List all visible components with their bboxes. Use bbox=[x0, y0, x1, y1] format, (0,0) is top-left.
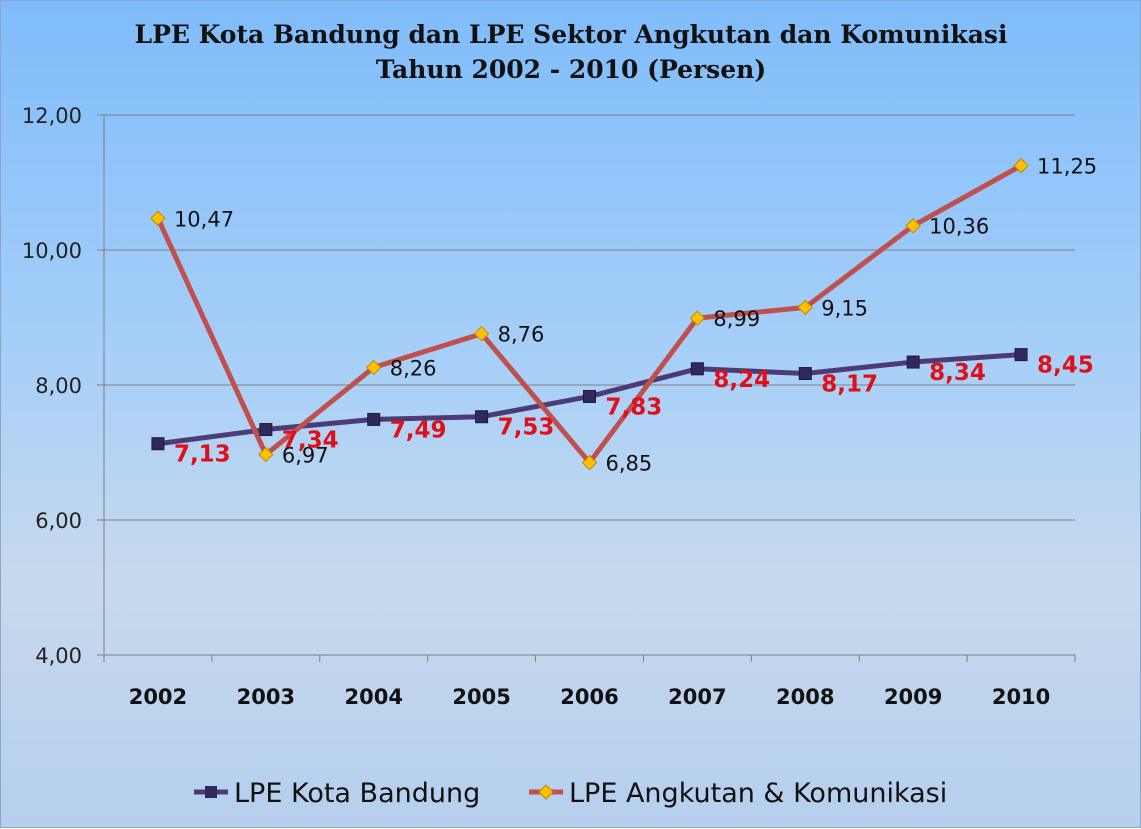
point-lpe-kota-bandung-2007 bbox=[690, 362, 704, 376]
data-label-lpe-kota-bandung-2005: 7,53 bbox=[498, 415, 555, 441]
data-label-lpe-angkutan-2008: 9,15 bbox=[821, 296, 868, 320]
data-label-lpe-kota-bandung-2009: 8,34 bbox=[929, 360, 986, 386]
data-label-lpe-angkutan-2005: 8,76 bbox=[498, 323, 545, 347]
data-label-lpe-kota-bandung-2003: 7,34 bbox=[282, 428, 339, 454]
point-lpe-angkutan-2005 bbox=[473, 325, 490, 342]
point-lpe-kota-bandung-2003 bbox=[259, 423, 273, 437]
data-label-lpe-kota-bandung-2006: 7,83 bbox=[606, 394, 663, 420]
y-tick-label: 8,00 bbox=[35, 374, 82, 398]
series-line-lpe-angkutan-komunikasi bbox=[155, 163, 1024, 466]
chart-subtitle: Tahun 2002 - 2010 (Persen) bbox=[376, 55, 766, 84]
point-lpe-kota-bandung-2009 bbox=[906, 355, 920, 369]
x-tick-label: 2003 bbox=[237, 685, 295, 709]
data-label-lpe-angkutan-2007: 8,99 bbox=[713, 307, 760, 331]
point-lpe-kota-bandung-2002 bbox=[151, 437, 165, 451]
data-label-lpe-angkutan-2002: 10,47 bbox=[174, 207, 234, 231]
x-tick-label: 2008 bbox=[776, 685, 834, 709]
series-group bbox=[150, 157, 1029, 471]
legend-marker-lpe-angkutan bbox=[538, 784, 554, 800]
data-label-lpe-kota-bandung-2007: 8,24 bbox=[713, 367, 770, 393]
x-tick-label: 2004 bbox=[344, 685, 402, 709]
point-lpe-angkutan-2002 bbox=[150, 210, 166, 226]
y-tick-label: 6,00 bbox=[35, 509, 82, 533]
x-tick-label: 2006 bbox=[560, 685, 618, 709]
point-lpe-kota-bandung-2006 bbox=[583, 389, 596, 403]
legend: LPE Kota Bandung LPE Angkutan & Komunikas… bbox=[194, 778, 947, 809]
point-lpe-kota-bandung-2008 bbox=[798, 367, 812, 381]
x-tick-label: 2007 bbox=[668, 685, 726, 709]
legend-label-lpe-kota-bandung: LPE Kota Bandung bbox=[234, 778, 480, 809]
point-lpe-angkutan-2003 bbox=[258, 446, 274, 463]
x-tick-label: 2010 bbox=[992, 685, 1050, 709]
data-label-lpe-angkutan-2004: 8,26 bbox=[390, 356, 437, 380]
point-lpe-angkutan-2004 bbox=[366, 359, 382, 376]
data-label-lpe-kota-bandung-2002: 7,13 bbox=[174, 442, 231, 468]
axes: 4,00 6,00 8,00 10,00 12,00 2002 2003 2004 2005 20… bbox=[22, 104, 1076, 709]
data-label-lpe-angkutan-2010: 11,25 bbox=[1037, 155, 1097, 179]
data-labels: 10,47 6,97 8,26 8,76 6,85 8,99 9,15 10,36 11,25 7… bbox=[174, 155, 1097, 476]
chart-title: LPE Kota Bandung dan LPE Sektor Angkutan… bbox=[134, 20, 1007, 49]
x-tick-label: 2002 bbox=[129, 685, 187, 709]
legend-label-lpe-angkutan: LPE Angkutan & Komunikasi bbox=[569, 778, 947, 809]
y-tick-label: 4,00 bbox=[35, 644, 82, 668]
x-tick-label: 2009 bbox=[884, 685, 942, 709]
data-label-lpe-kota-bandung-2004: 7,49 bbox=[390, 417, 447, 443]
point-lpe-kota-bandung-2005 bbox=[475, 410, 489, 424]
y-tick-label: 12,00 bbox=[22, 104, 82, 128]
point-lpe-angkutan-2008 bbox=[797, 299, 813, 316]
data-label-lpe-angkutan-2009: 10,36 bbox=[929, 215, 989, 239]
y-tick-label: 10,00 bbox=[22, 239, 82, 263]
point-lpe-kota-bandung-2004 bbox=[367, 412, 381, 426]
point-lpe-angkutan-2010 bbox=[1013, 157, 1029, 174]
data-label-lpe-angkutan-2003: 6,97 bbox=[282, 444, 329, 468]
point-lpe-angkutan-2009 bbox=[905, 217, 921, 234]
point-lpe-angkutan-2006 bbox=[581, 454, 598, 471]
point-lpe-kota-bandung-2010 bbox=[1014, 348, 1028, 362]
data-label-lpe-kota-bandung-2010: 8,45 bbox=[1037, 353, 1094, 379]
legend-marker-lpe-kota-bandung bbox=[205, 786, 217, 798]
point-lpe-angkutan-2007 bbox=[689, 310, 706, 326]
data-label-lpe-kota-bandung-2008: 8,17 bbox=[821, 372, 878, 398]
data-label-lpe-angkutan-2006: 6,85 bbox=[606, 452, 653, 476]
x-tick-label: 2005 bbox=[452, 685, 510, 709]
